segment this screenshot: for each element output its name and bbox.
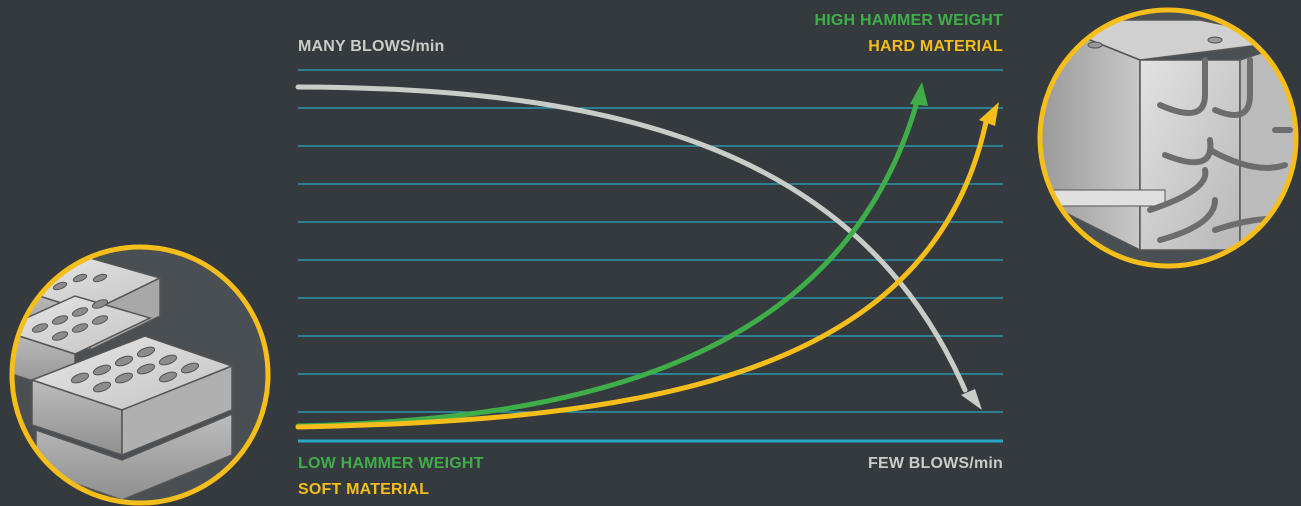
high-hammer-weight-label: HIGH HAMMER WEIGHT [814, 12, 1003, 29]
material-curve [295, 119, 989, 430]
few-blows-label: FEW BLOWS/min [867, 455, 1003, 472]
reinforced-concrete-block-icon [1037, 7, 1299, 269]
material-curve-arrowhead [979, 102, 999, 126]
hammer-weight-curve [295, 99, 920, 429]
hard-material-label: HARD MATERIAL [868, 38, 1003, 55]
many-blows-label: MANY BLOWS/min [298, 38, 445, 55]
hollow-brick-stack-icon [9, 244, 271, 506]
soft-material-label: SOFT MATERIAL [298, 481, 430, 498]
low-hammer-weight-label: LOW HAMMER WEIGHT [298, 455, 484, 472]
blows-curve [295, 84, 968, 393]
blows-curve-arrowhead [961, 389, 982, 410]
hammer-weight-curve-arrowhead [910, 82, 928, 106]
